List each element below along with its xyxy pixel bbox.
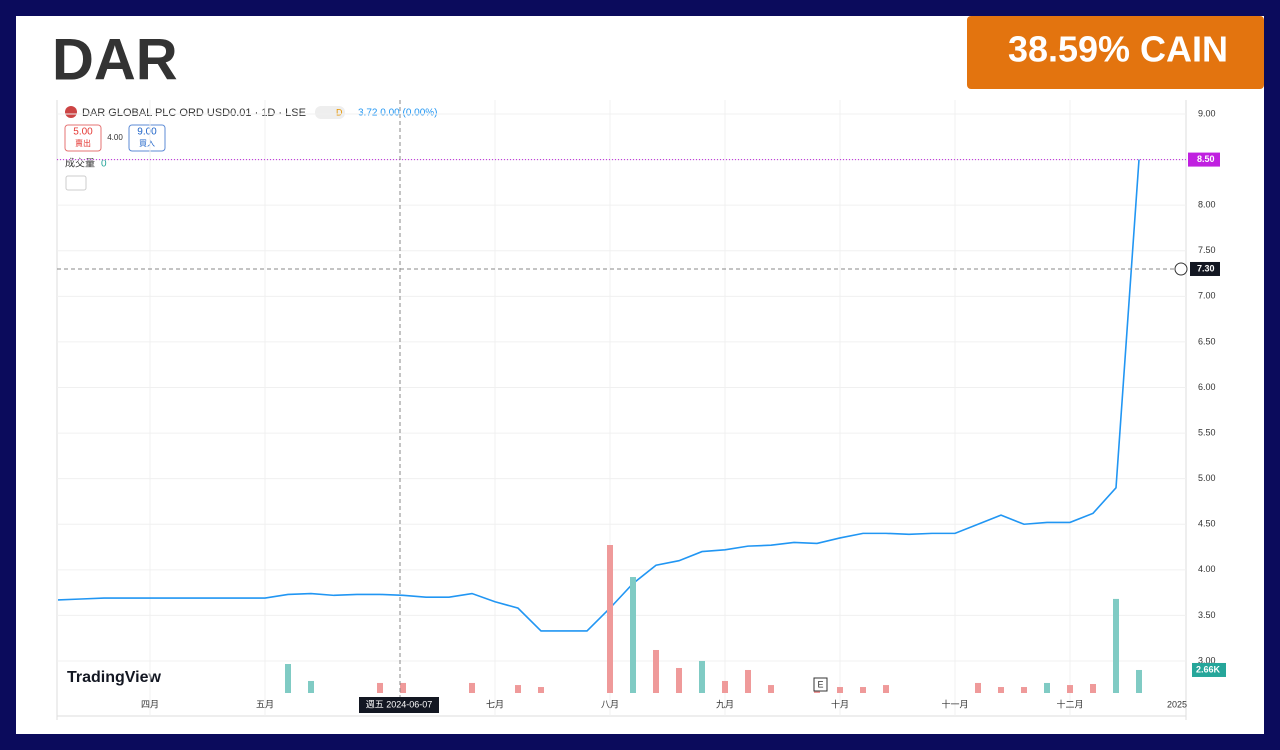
y-tick-label: 4.00 xyxy=(1198,564,1216,574)
y-tick-label: 8.00 xyxy=(1198,200,1216,210)
crosshair-date-tag xyxy=(359,697,439,713)
volume-bar xyxy=(607,545,613,693)
volume-bar xyxy=(1021,687,1027,693)
spread: 4.00 xyxy=(107,133,123,142)
volume-bar xyxy=(1113,598,1119,693)
flag xyxy=(65,106,77,118)
volume-bar xyxy=(998,687,1004,693)
buy-price: 9.00 xyxy=(137,127,157,138)
volume-bar xyxy=(1090,683,1096,693)
y-tick-label: 9.00 xyxy=(1198,108,1216,118)
x-tick-label: 九月 xyxy=(716,699,734,709)
y-tick-label: 5.50 xyxy=(1198,427,1216,437)
volume-value: 0 xyxy=(101,159,107,170)
volume-bar xyxy=(975,682,981,693)
sell-label: 賣出 xyxy=(75,138,91,148)
quote: 3.72 0.00 (0.00%) xyxy=(358,108,438,119)
volume-bar xyxy=(883,685,889,693)
volume-bar xyxy=(768,685,774,693)
panel xyxy=(16,16,1264,734)
badge-bg xyxy=(967,16,1264,89)
crosshair-date-label: 週五 2024-06-07 xyxy=(366,699,433,709)
volume-bar xyxy=(1136,669,1142,693)
crosshair-price-tag xyxy=(1190,261,1220,276)
volume-tag-label: 2.66K xyxy=(1196,664,1221,674)
event-marker: E xyxy=(817,679,823,689)
volume-bar xyxy=(285,664,291,693)
x-tick-label: 五月 xyxy=(256,699,274,709)
delay: D xyxy=(336,107,343,117)
y-tick-label: 6.00 xyxy=(1198,382,1216,392)
volume-bar xyxy=(515,685,521,693)
x-tick-label: 十一月 xyxy=(941,698,968,709)
volume-bar xyxy=(1044,682,1050,693)
sell-price: 5.00 xyxy=(73,127,93,138)
y-tick-label: 4.50 xyxy=(1198,519,1216,529)
volume-bar xyxy=(676,667,682,693)
volume-bar xyxy=(377,682,383,693)
volume-bar xyxy=(308,680,314,693)
x-tick-label: 十二月 xyxy=(1056,698,1083,709)
volume-bar xyxy=(653,649,659,693)
ticker: DAR xyxy=(52,27,178,92)
volume-bar xyxy=(630,577,636,693)
volume-tag xyxy=(1192,662,1226,677)
last-price-tag xyxy=(1188,152,1220,167)
x-tick-label: 七月 xyxy=(486,699,504,709)
volume-bar xyxy=(860,687,866,693)
badge: 38.59% CAIN xyxy=(1008,29,1228,70)
x-tick-label: 四月 xyxy=(141,699,159,709)
add-button xyxy=(1174,262,1188,276)
volume-bar xyxy=(699,660,705,693)
volume-bar xyxy=(400,682,406,693)
last-price-label: 8.50 xyxy=(1197,154,1215,164)
y-tick-label: 7.00 xyxy=(1198,291,1216,301)
y-tick-label: 6.50 xyxy=(1198,336,1216,346)
x-tick-label: 十月 xyxy=(831,698,849,709)
symbol: DAR GLOBAL PLC ORD USD0.01 · 1D · LSE xyxy=(82,107,306,119)
buy-box[interactable] xyxy=(128,124,166,152)
y-tick-label: 3.00 xyxy=(1198,655,1216,665)
volume-bar xyxy=(837,687,843,693)
crosshair-price-label: 7.30 xyxy=(1197,263,1215,273)
volume-label: 成交量 xyxy=(65,157,95,170)
event-box xyxy=(813,677,828,692)
collapse-button[interactable] xyxy=(65,175,87,191)
volume-bar xyxy=(1067,685,1073,693)
volume-bar xyxy=(469,682,475,693)
y-tick-label: 5.00 xyxy=(1198,473,1216,483)
delay-bg xyxy=(315,106,345,119)
volume-bar xyxy=(538,687,544,693)
sell-box[interactable] xyxy=(64,124,102,152)
volume-bar xyxy=(722,680,728,693)
y-tick-label: 7.50 xyxy=(1198,245,1216,255)
volume-bar xyxy=(745,669,751,693)
price-line xyxy=(57,159,1140,632)
x-tick-label: 2025 xyxy=(1167,699,1187,709)
buy-label: 買入 xyxy=(139,139,155,148)
logo: TradingView xyxy=(67,669,162,686)
x-tick-label: 八月 xyxy=(601,699,619,709)
y-tick-label: 3.50 xyxy=(1198,610,1216,620)
